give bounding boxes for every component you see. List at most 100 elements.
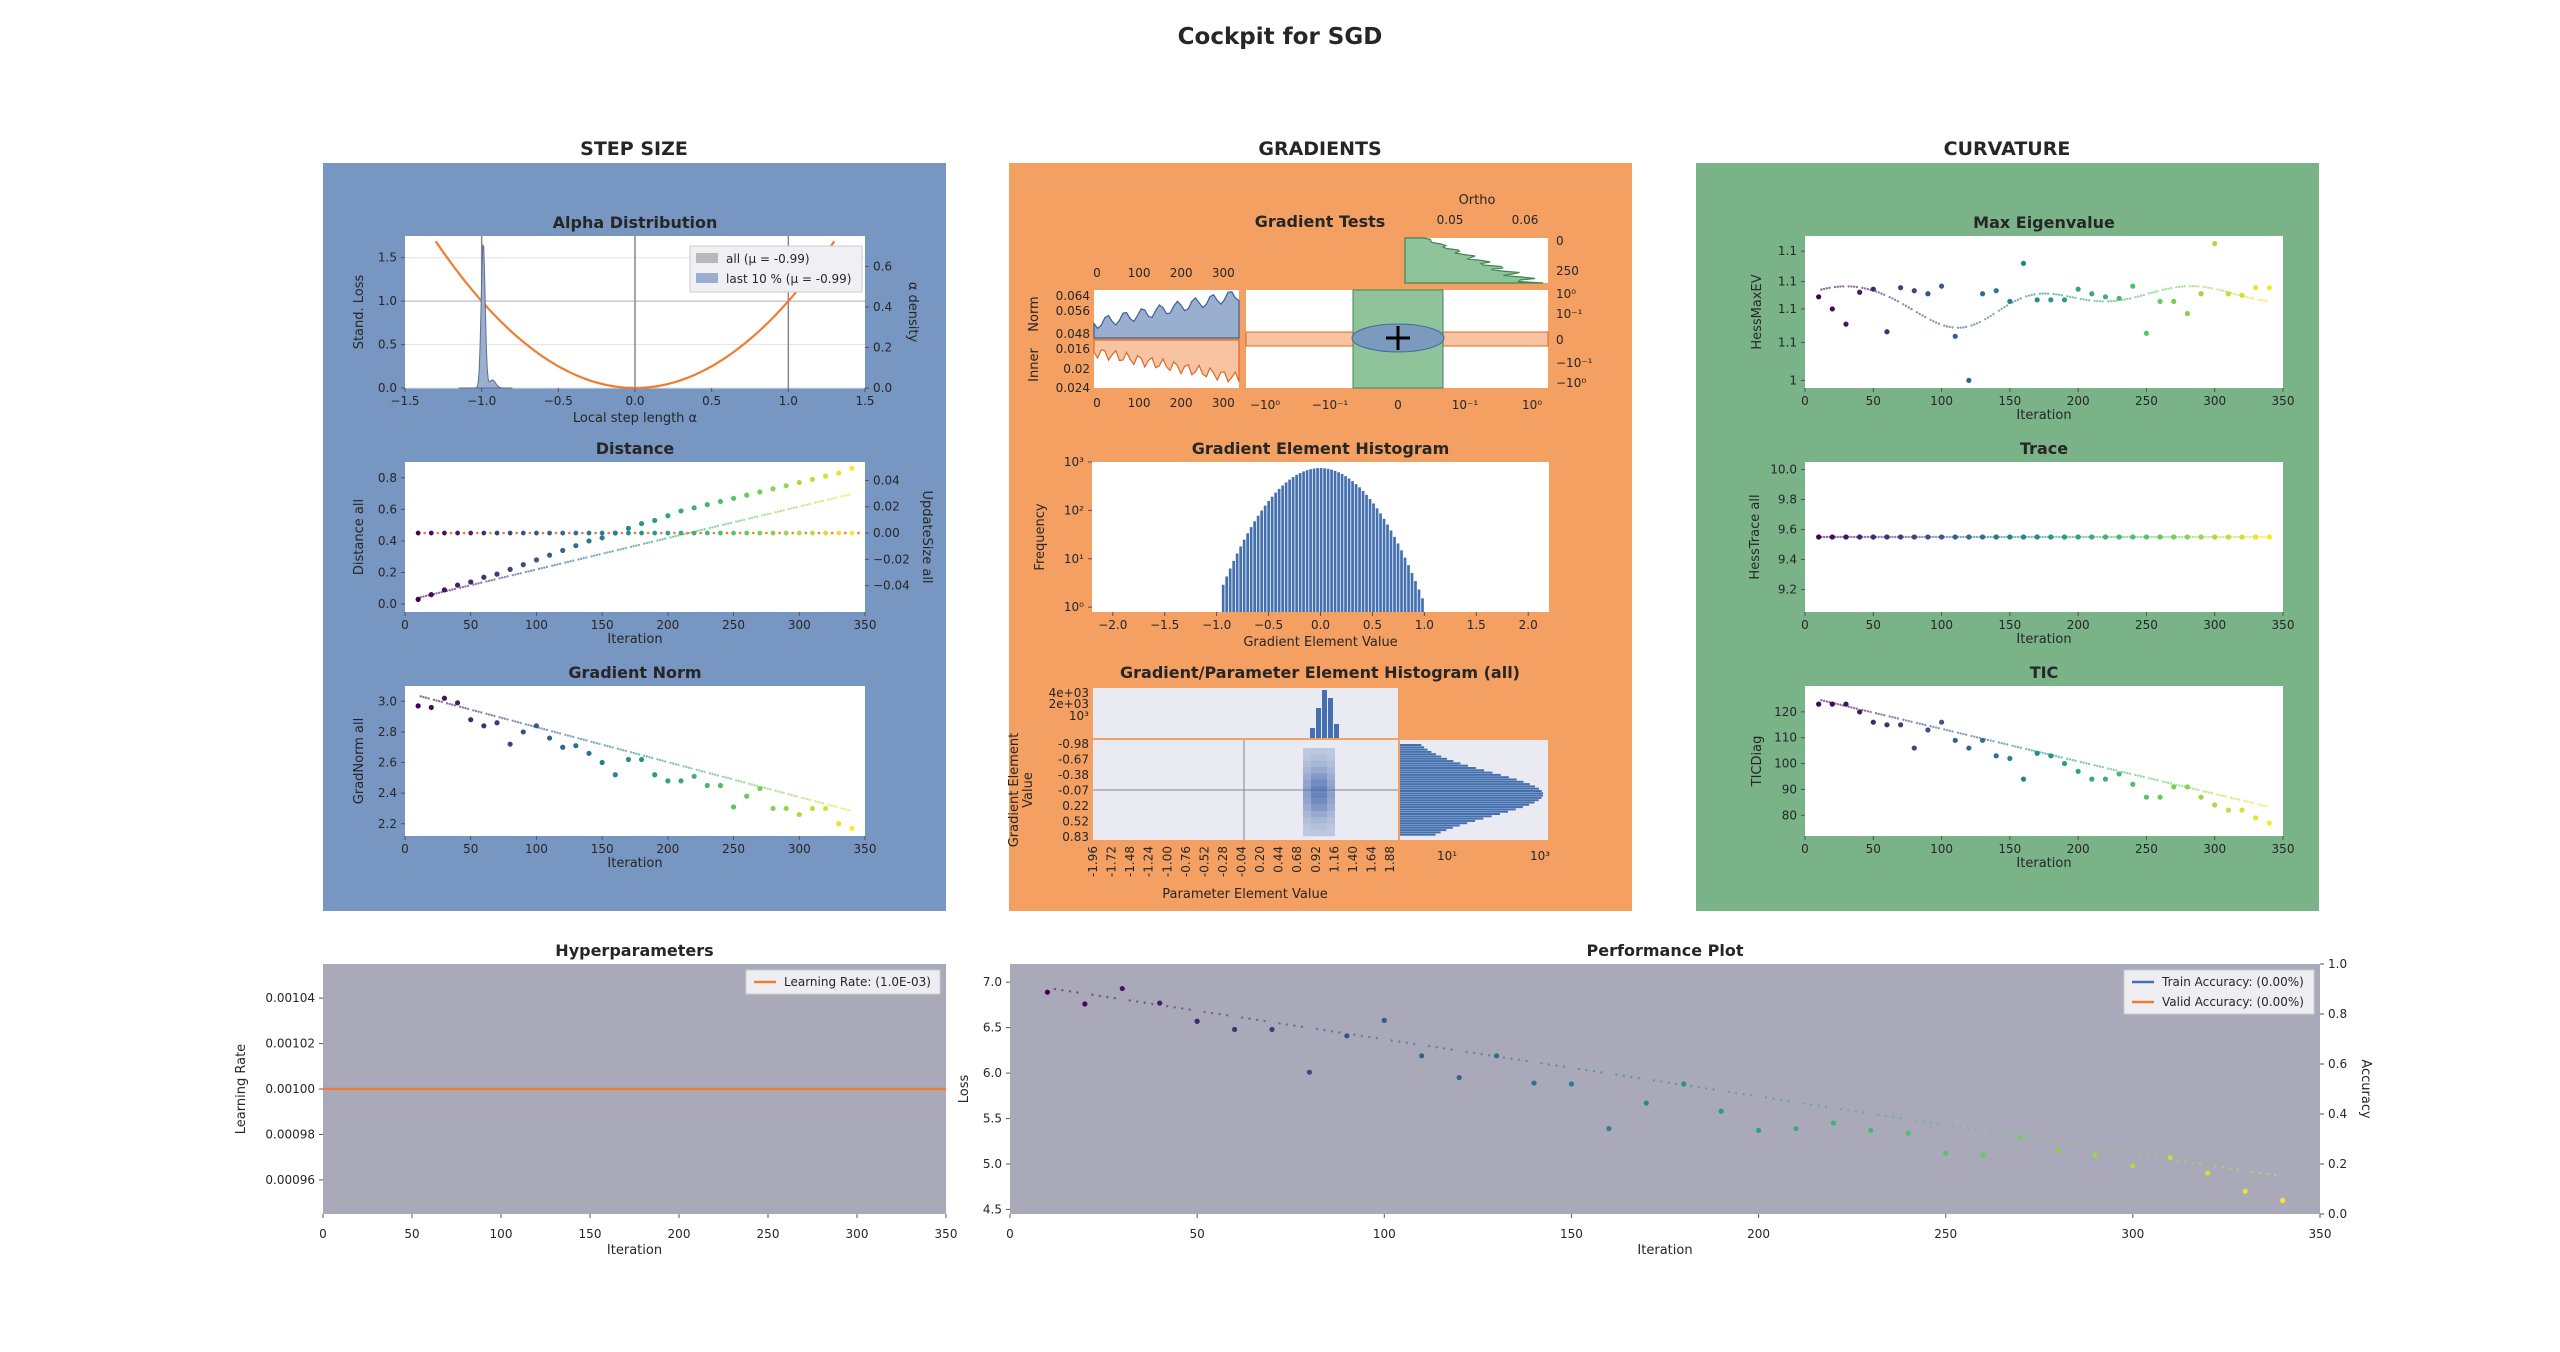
trace-point: [1925, 534, 1931, 540]
trace-trail-point: [1975, 535, 1979, 539]
tic-point: [1911, 745, 1917, 751]
gradnorm-trail-point: [608, 745, 612, 748]
gradnorm-point: [533, 723, 540, 729]
perf-trail-point: [1390, 1039, 1393, 1042]
trace-point: [1966, 534, 1972, 540]
tic-trail-point: [1869, 710, 1872, 714]
gphist-cell: [1327, 792, 1335, 799]
maxeig-trail-point: [2052, 292, 2055, 296]
distance-update-point: [560, 530, 566, 536]
gphist-cell: [1303, 829, 1311, 837]
tic-trail-point: [2156, 779, 2159, 782]
gphist-cell: [1303, 785, 1311, 793]
maxeig-trail-point: [1820, 288, 1823, 291]
distance-update-point: [691, 530, 697, 536]
perf-trail-point: [2191, 1161, 2194, 1164]
gradnorm-trail-point: [519, 721, 522, 725]
perf-trail-point: [1143, 1001, 1146, 1004]
maxeig-trail-point: [2191, 284, 2195, 288]
gphist-cell: [1303, 804, 1311, 811]
perf-ytick-right-label: 1.0: [2328, 957, 2347, 971]
gradhist-bar: [1284, 482, 1288, 612]
trace-trail-point: [2246, 535, 2249, 539]
tic-point: [2266, 820, 2272, 826]
gradtests-ortho-xtick: 0.06: [1512, 213, 1539, 227]
gradhist-bar: [1309, 469, 1312, 612]
gphist-right-bar: [1400, 783, 1530, 786]
gphist-cell: [1327, 823, 1335, 830]
tic-trail-point: [2202, 790, 2205, 793]
maxeig-trail-point: [2180, 285, 2184, 288]
perf-trail-point: [1398, 1040, 1401, 1043]
distance-trail-point: [551, 564, 554, 567]
maxeig-trail-point: [1852, 285, 1856, 288]
gradnorm-trail-point: [543, 728, 546, 731]
distance-trail-point: [619, 548, 622, 551]
trace-ytick-label: 10.0: [1770, 463, 1797, 477]
tic-point: [2116, 771, 2122, 777]
alpha-xtick-label: −1.5: [390, 394, 419, 408]
trace-trail-point: [1877, 535, 1880, 539]
perf-loss-point: [2167, 1155, 2173, 1161]
tic-trail-point: [1847, 705, 1850, 708]
perf-legend-box: [2123, 969, 2315, 1015]
tic-point: [2184, 784, 2190, 790]
tic-trail-point: [2167, 781, 2170, 785]
tic-trail-point: [1932, 725, 1935, 729]
maxeig-trail-point: [1891, 297, 1894, 300]
maxeig-trail-point: [2074, 296, 2077, 300]
maxeig-trail-point: [2178, 285, 2181, 289]
tic-trail-point: [1921, 723, 1924, 726]
alpha-legend-swatch-all: [696, 253, 718, 263]
distance-point: [481, 574, 487, 580]
tic-trail-point: [1959, 732, 1962, 735]
distance-trail-point: [501, 576, 504, 579]
gradnorm-trail-point: [419, 695, 422, 698]
distance-trail-point: [532, 568, 535, 572]
maxeig-trail-point: [2087, 299, 2091, 302]
gradnorm-trail-point: [556, 731, 559, 734]
gphist-right-bar: [1400, 780, 1524, 783]
distance-update-trail: [554, 531, 558, 535]
gphist-cell: [1303, 779, 1311, 786]
gradnorm-point: [849, 825, 855, 831]
tic-trail-point: [2087, 762, 2091, 766]
distance-point: [625, 525, 632, 531]
perf-trail-point: [1540, 1062, 1543, 1065]
trace-trail-point: [2014, 535, 2017, 539]
maxeig-point: [1966, 377, 1972, 383]
perf-loss-point: [1643, 1100, 1649, 1106]
perf-loss-point: [1793, 1125, 1799, 1132]
gphist-top-ytick: 2e+03: [1049, 697, 1089, 711]
maxeig-trail-point: [2085, 298, 2088, 302]
tic-trail-point: [2014, 745, 2017, 748]
gradhist-bar: [1312, 468, 1316, 612]
gradhist-bar: [1340, 474, 1344, 612]
gradnorm-trail-point: [511, 719, 514, 723]
trace-point: [1911, 534, 1917, 540]
trace-xtick-label: 300: [2203, 618, 2226, 632]
maxeig-trail-point: [2066, 295, 2069, 298]
hyper-ylabel: Learning Rate: [234, 1044, 249, 1134]
gphist-right-bar: [1400, 831, 1441, 834]
maxeig-trail-point: [2005, 304, 2009, 307]
tic-point: [1925, 727, 1931, 733]
maxeig-trail-point: [2202, 285, 2205, 289]
perf-trail-point: [1914, 1119, 1917, 1122]
tic-trail-point: [2033, 749, 2036, 753]
maxeig-trail-point: [2232, 292, 2236, 295]
tic-trail-point: [2128, 772, 2132, 775]
gradnorm-trail-point: [774, 789, 777, 792]
alpha-xtick-label: −1.0: [467, 394, 496, 408]
gradnorm-xtick-label: 350: [854, 842, 877, 856]
perf-loss-point: [1119, 985, 1125, 992]
gphist-cell: [1319, 766, 1327, 774]
perf-loss-point: [2055, 1147, 2061, 1153]
trace-trail-point: [1863, 535, 1867, 539]
trace-trail-point: [2139, 535, 2143, 539]
perf-trail-point: [1405, 1041, 1408, 1044]
maxeig-trail-point: [1896, 300, 1900, 303]
tic-point: [1816, 701, 1822, 707]
gradtests-center-ytick: 10⁻¹: [1556, 307, 1583, 321]
maxeig-trail-point: [2262, 299, 2266, 302]
